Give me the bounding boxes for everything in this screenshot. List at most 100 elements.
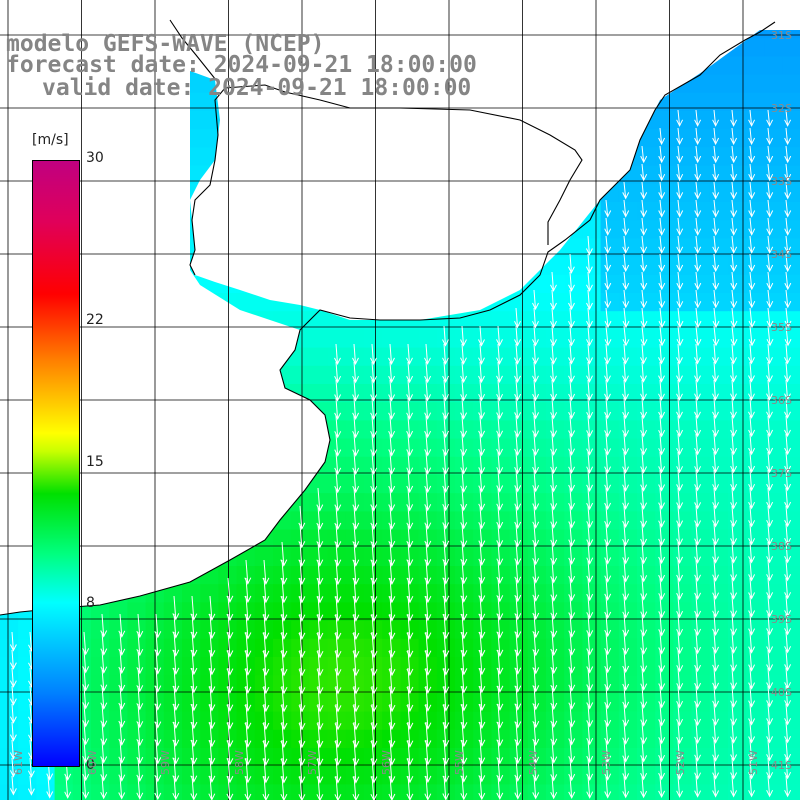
wind-speed-cell: [436, 620, 456, 640]
wind-speed-cell: [400, 475, 420, 494]
wind-speed-cell: [582, 784, 602, 800]
wind-arrow: [352, 433, 360, 457]
wind-arrow: [766, 415, 774, 438]
wind-speed-cell: [473, 547, 492, 567]
wind-speed-cell: [546, 638, 565, 658]
wind-speed-cell: [455, 493, 474, 512]
wind-speed-cell: [600, 566, 620, 585]
wind-speed-cell: [291, 638, 310, 658]
wind-arrow: [694, 739, 702, 762]
wind-speed-cell: [254, 748, 274, 767]
lon-label: 56W: [379, 750, 393, 775]
wind-arrow: [694, 667, 702, 691]
wind-arrow: [514, 487, 522, 511]
wind-arrow: [640, 343, 647, 365]
lon-label: 58W: [232, 750, 246, 775]
wind-arrow: [478, 379, 486, 402]
wind-speed-cell: [455, 748, 474, 767]
wind-speed-cell: [400, 329, 420, 349]
wind-speed-cell: [782, 347, 800, 367]
wind-speed-cell: [655, 475, 674, 494]
wind-speed-cell: [546, 657, 565, 676]
wind-speed-cell: [527, 365, 547, 385]
wind-arrow: [748, 433, 756, 456]
wind-arrow: [730, 199, 738, 218]
wind-speed-cell: [746, 92, 765, 112]
wind-arrow: [730, 397, 737, 419]
wind-arrow: [604, 397, 612, 420]
wind-speed-cell: [491, 329, 511, 349]
wind-speed-cell: [436, 638, 456, 658]
wind-speed-cell: [291, 675, 310, 694]
wind-arrow: [460, 775, 468, 800]
wind-speed-cell: [782, 38, 800, 57]
wind-speed-cell: [637, 420, 656, 440]
wind-speed-cell: [473, 329, 492, 349]
wind-speed-cell: [182, 729, 201, 749]
wind-speed-cell: [400, 365, 420, 385]
wind-speed-cell: [200, 693, 219, 713]
wind-speed-cell: [691, 620, 711, 640]
wind-arrow: [784, 379, 791, 401]
wind-speed-cell: [491, 365, 511, 385]
wind-speed-cell: [291, 766, 310, 785]
wind-arrow: [550, 325, 557, 347]
wind-speed-cell: [400, 693, 420, 713]
wind-speed-cell: [691, 256, 711, 276]
wind-speed-cell: [709, 711, 729, 731]
wind-speed-cell: [691, 220, 711, 239]
wind-arrow: [730, 613, 738, 636]
wind-speed-cell: [564, 620, 583, 640]
wind-speed-cell: [91, 675, 110, 694]
wind-speed-cell: [400, 584, 420, 603]
wind-speed-cell: [473, 657, 492, 676]
wind-arrow: [694, 235, 702, 254]
wind-arrow: [622, 721, 630, 745]
wind-arrow: [622, 289, 630, 309]
wind-arrow: [136, 775, 144, 800]
wind-speed-cell: [564, 784, 583, 800]
wind-speed-cell: [418, 675, 438, 694]
wind-arrow: [730, 523, 738, 546]
wind-speed-cell: [673, 493, 693, 512]
wind-speed-cell: [400, 566, 420, 585]
wind-speed-cell: [254, 584, 274, 603]
wind-speed-cell: [309, 475, 329, 494]
wind-arrow: [766, 613, 774, 636]
wind-arrow: [640, 271, 648, 291]
wind-arrow: [532, 361, 539, 383]
lon-label: 55W: [453, 750, 466, 775]
wind-arrow: [640, 433, 648, 456]
wind-speed-cell: [527, 693, 547, 713]
wind-speed-cell: [400, 620, 420, 640]
lon-label: 60W: [85, 750, 99, 775]
wind-arrow: [550, 379, 558, 402]
wind-speed-cell: [564, 475, 583, 494]
wind-speed-cell: [709, 693, 729, 713]
wind-speed-cell: [527, 329, 547, 349]
wind-arrow: [550, 397, 558, 420]
wind-speed-cell: [527, 638, 547, 658]
wind-arrow: [622, 559, 630, 583]
wind-speed-cell: [291, 566, 310, 585]
wind-speed-cell: [291, 784, 310, 800]
wind-speed-cell: [673, 329, 693, 349]
wind-arrow: [514, 343, 521, 365]
wind-speed-cell: [637, 311, 656, 330]
wind-arrow: [532, 487, 540, 511]
wind-speed-cell: [509, 365, 529, 385]
wind-speed-cell: [418, 566, 438, 585]
wind-arrow: [640, 613, 648, 637]
wind-arrow: [658, 235, 666, 254]
wind-arrow: [748, 631, 756, 654]
wind-speed-cell: [655, 111, 674, 130]
wind-speed-cell: [728, 420, 747, 440]
wind-speed-cell: [564, 657, 583, 676]
wind-speed-cell: [509, 347, 529, 367]
wind-speed-cell: [600, 384, 620, 403]
wind-speed-cell: [400, 456, 420, 476]
wind-arrow: [766, 451, 774, 474]
wind-speed-cell: [746, 711, 765, 731]
wind-speed-cell: [473, 347, 492, 367]
wind-speed-cell: [455, 420, 474, 440]
